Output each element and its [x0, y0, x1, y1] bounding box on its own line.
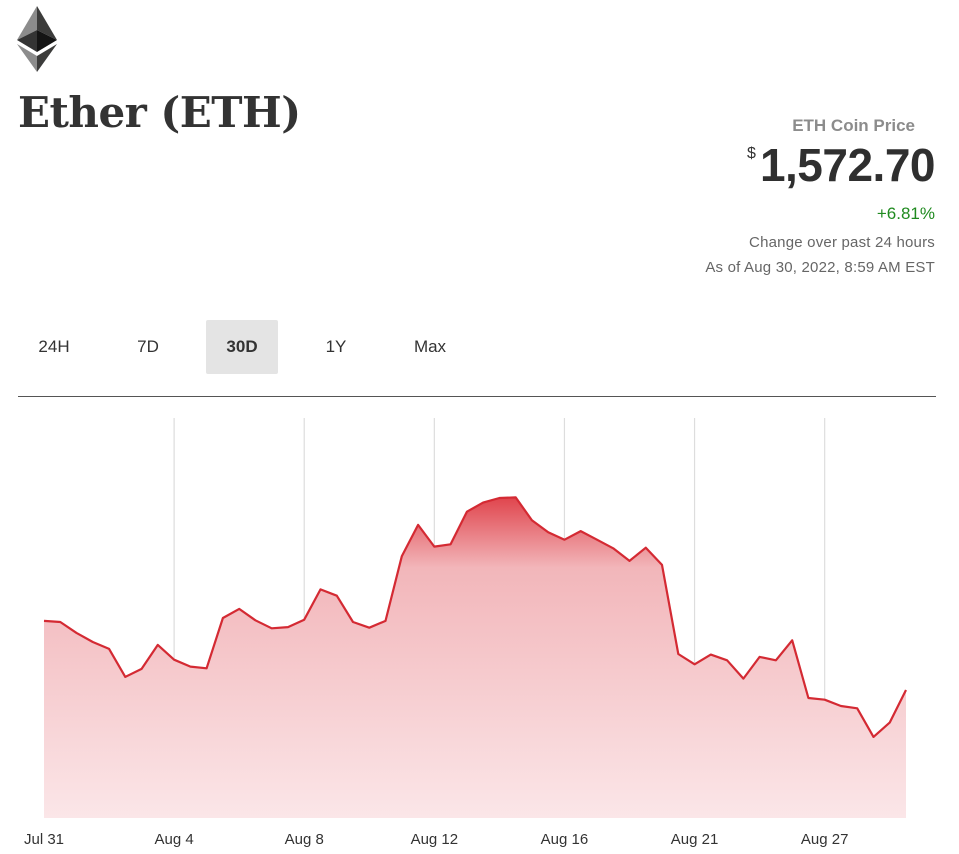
as-of-timestamp: As of Aug 30, 2022, 8:59 AM EST	[705, 259, 935, 276]
time-range-tabs: 24H 7D 30D 1Y Max	[18, 320, 466, 374]
price-line	[43, 496, 907, 738]
price-label: ETH Coin Price	[792, 116, 915, 135]
change-note: Change over past 24 hours	[749, 234, 935, 251]
price-chart: Jul 31 Aug 4 Aug 8 Aug 12 Aug 16 Aug 21 Aug 27	[24, 418, 907, 848]
tab-1y[interactable]: 1Y	[325, 337, 347, 356]
price-value: 1,572.70	[759, 139, 936, 191]
divider	[18, 396, 936, 397]
change-percent: +6.81%	[876, 204, 935, 223]
tab-30d[interactable]: 30D	[206, 320, 278, 374]
page-title: Ether (ETH)	[18, 88, 301, 137]
x-tick-label-0: Jul 31	[24, 831, 64, 848]
x-tick-label-2: Aug 8	[285, 831, 324, 848]
price-row: $1,572.70	[705, 142, 935, 188]
x-tick-label-6: Aug 27	[801, 831, 849, 848]
price-summary: ETH Coin Price $1,572.70 +6.81% Change o…	[705, 116, 935, 276]
x-tick-label-4: Aug 16	[541, 831, 589, 848]
tab-24h[interactable]: 24H	[38, 337, 70, 356]
x-tick-label-3: Aug 12	[411, 831, 459, 848]
currency-symbol: $	[747, 145, 756, 162]
x-tick-label-1: Aug 4	[155, 831, 194, 848]
tab-max[interactable]: Max	[413, 337, 447, 356]
price-area	[44, 497, 906, 818]
x-tick-label-5: Aug 21	[671, 831, 719, 848]
tab-7d[interactable]: 7D	[137, 337, 159, 356]
ethereum-logo-icon	[17, 6, 57, 72]
